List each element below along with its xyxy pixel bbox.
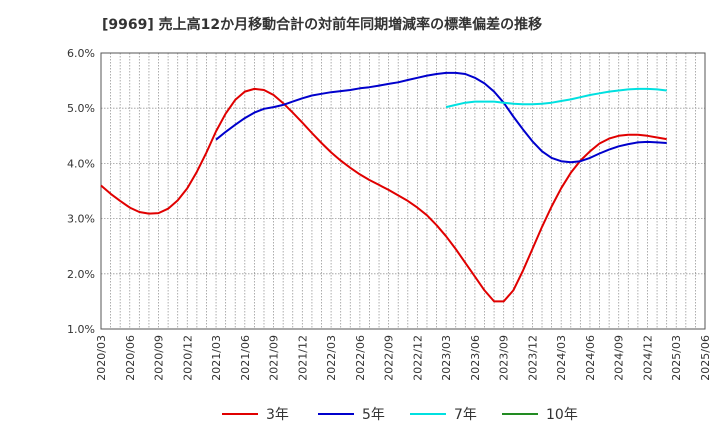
series-line [215,71,667,164]
y-tick-label: 6.0% [67,47,95,60]
x-tick-label: 2024/09 [613,335,626,381]
x-tick-label: 2022/06 [354,335,367,381]
y-axis: 1.0% 2.0% 3.0% 4.0% 5.0% 6.0% [67,47,95,336]
x-tick-label: 2023/03 [440,335,453,381]
x-axis: 2020/03 2020/06 2020/09 2020/12 2021/03 2021/… [95,335,712,381]
x-tick-label: 2021/03 [210,335,223,381]
grid-lines [101,53,705,329]
y-tick-label: 3.0% [67,213,95,226]
x-tick-label: 2020/09 [153,335,166,381]
x-tick-label: 2022/12 [411,335,424,381]
legend: 3年 5年 7年 10年 [222,407,578,423]
series-line [100,87,667,303]
x-tick-label: 2021/06 [239,335,252,381]
x-tick-label: 2020/03 [95,335,108,381]
x-tick-label: 2022/09 [383,335,396,381]
plot-border [100,52,706,330]
legend-label: 7年 [454,407,477,423]
x-tick-label: 2024/03 [555,335,568,381]
legend-label: 5年 [362,407,385,423]
y-tick-label: 5.0% [67,102,95,115]
x-tick-label: 2021/09 [268,335,281,381]
x-tick-label: 2025/03 [670,335,683,381]
x-tick-label: 2025/06 [699,335,712,381]
chart-title: [9969] 売上高12か月移動合計の対前年同期増減率の標準偏差の推移 [102,17,543,33]
x-tick-label: 2020/06 [124,335,137,381]
x-tick-label: 2023/12 [526,335,539,381]
x-tick-label: 2023/09 [498,335,511,381]
series-line [445,87,667,109]
x-tick-label: 2023/06 [469,335,482,381]
x-tick-label: 2020/12 [181,335,194,381]
legend-label: 10年 [546,407,578,423]
x-tick-label: 2024/12 [641,335,654,381]
plot-area [101,53,705,329]
series-lines [100,71,667,303]
x-tick-label: 2024/06 [584,335,597,381]
legend-label: 3年 [266,407,289,423]
x-tick-label: 2022/03 [325,335,338,381]
y-tick-label: 4.0% [67,157,95,170]
y-tick-label: 2.0% [67,268,95,281]
x-tick-label: 2021/12 [296,335,309,381]
y-tick-label: 1.0% [67,323,95,336]
